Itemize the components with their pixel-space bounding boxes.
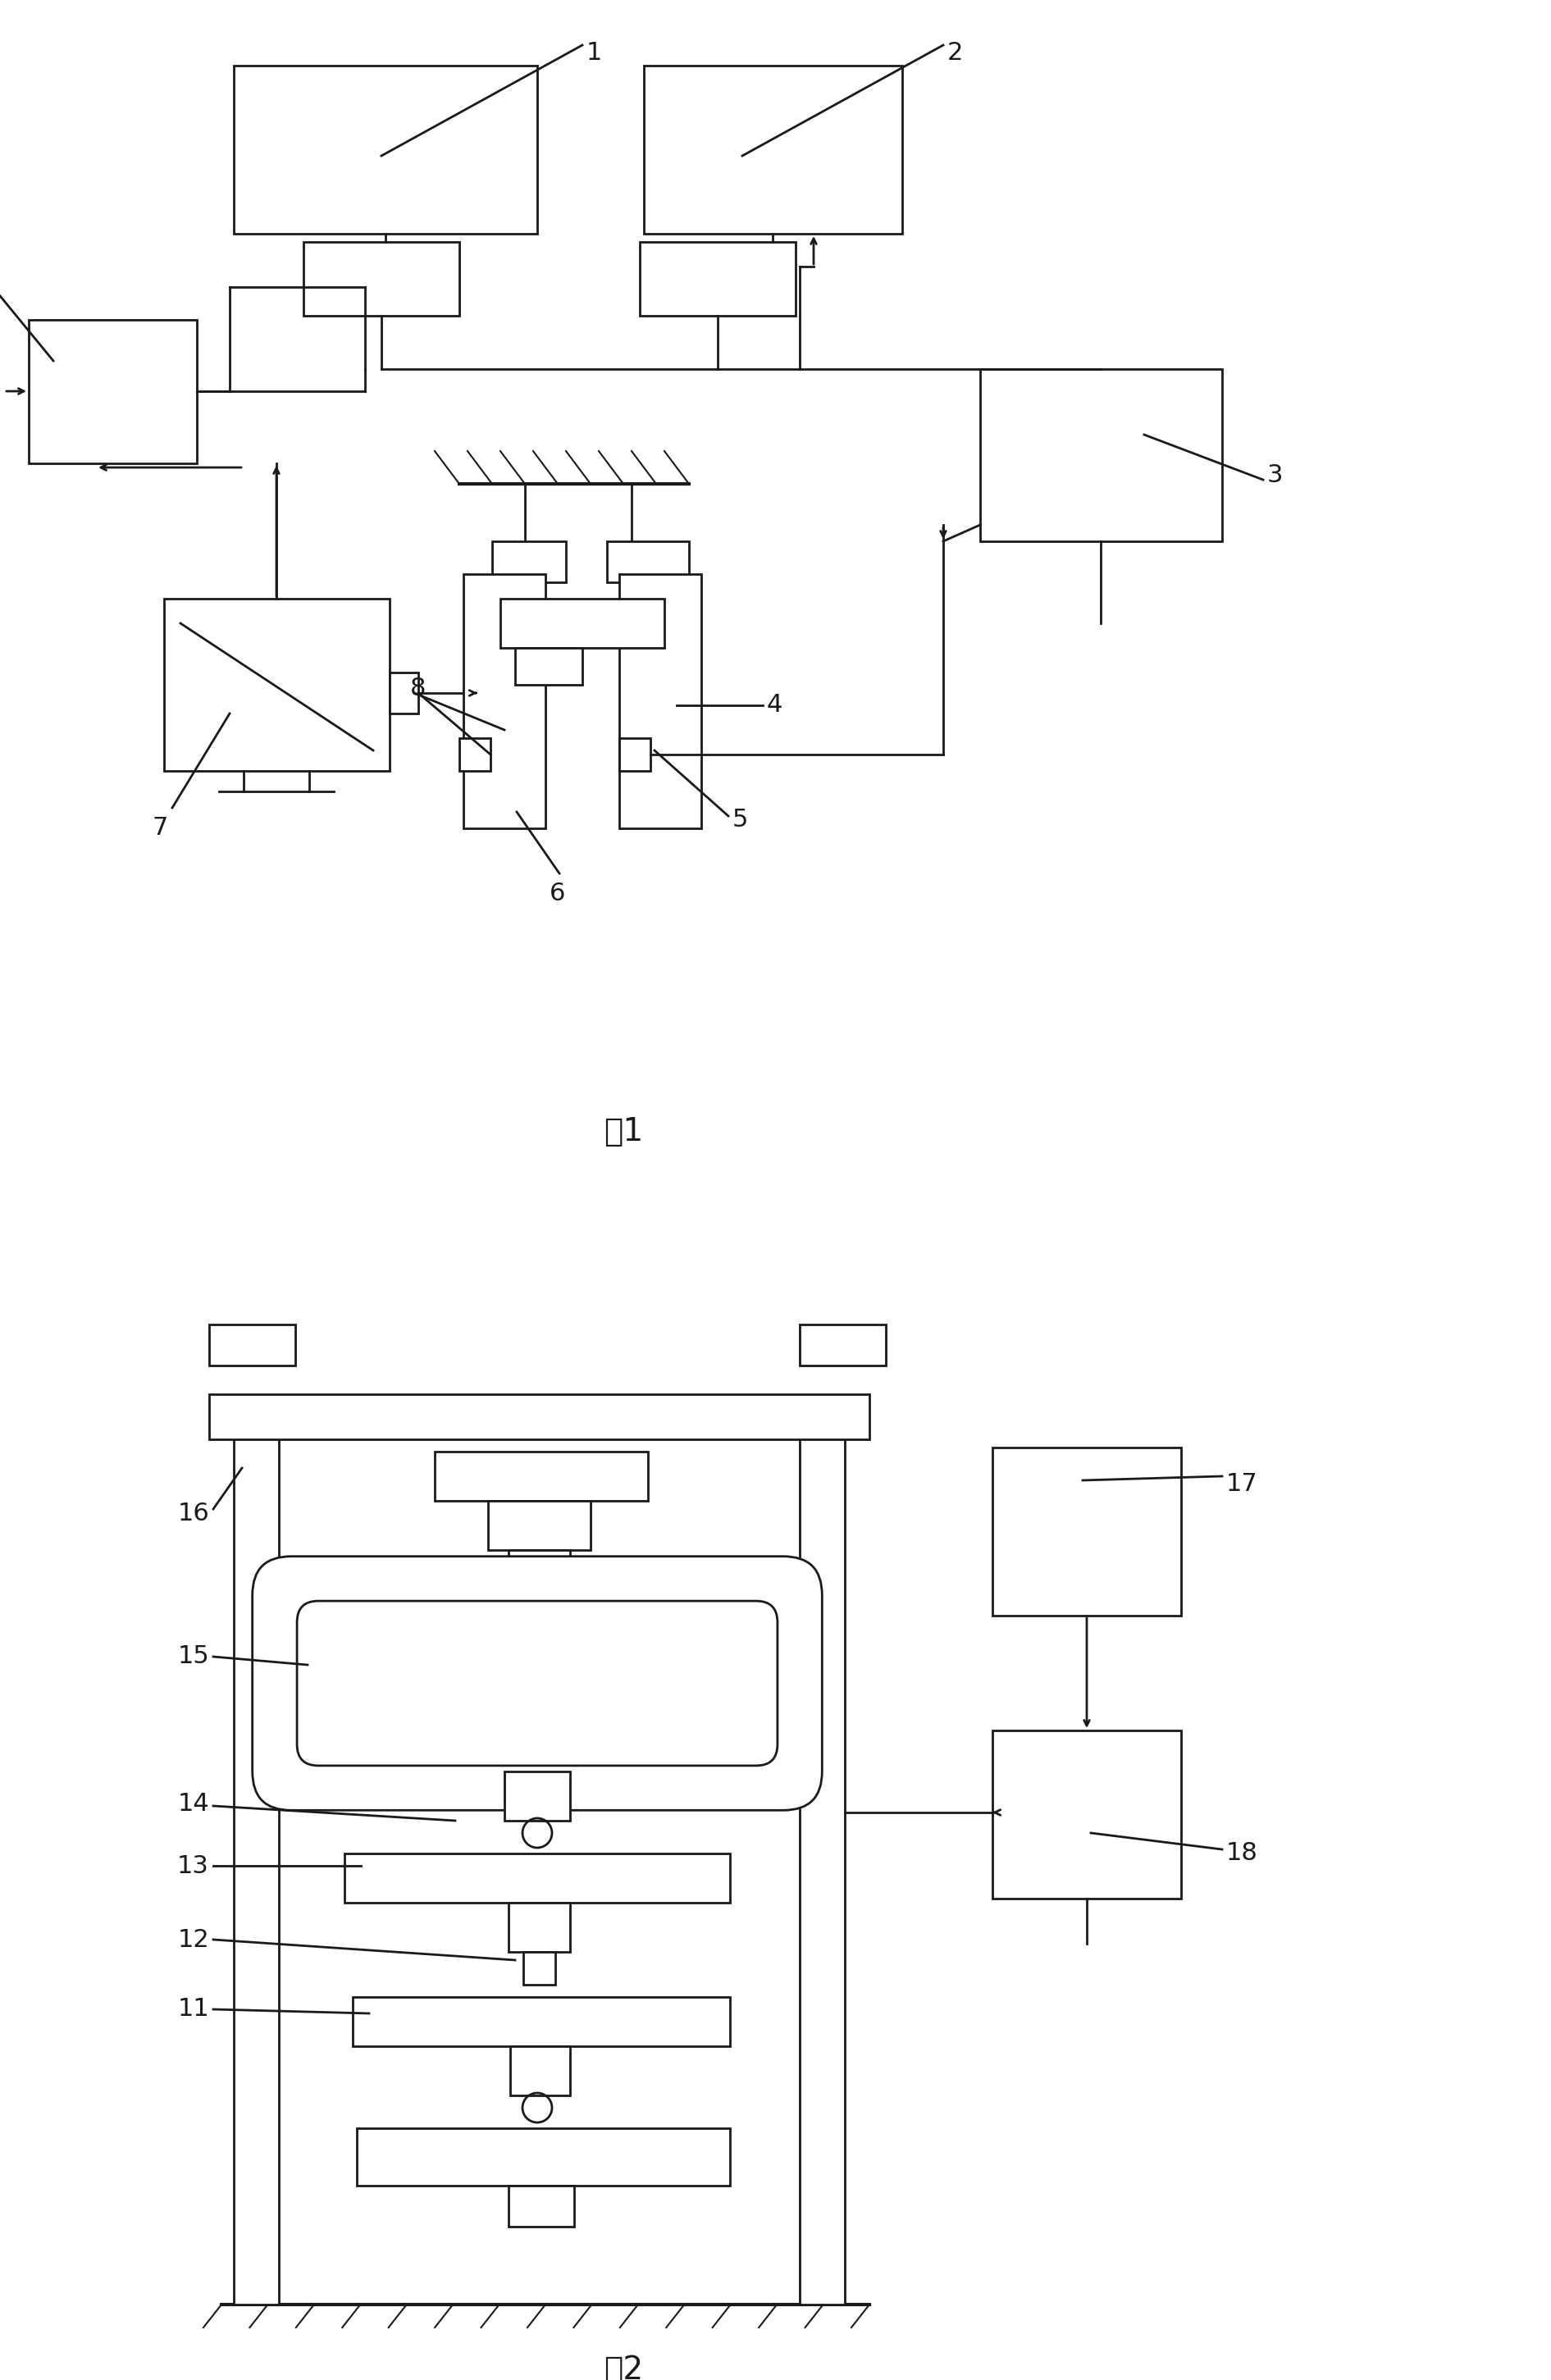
Bar [800, 1326, 886, 1366]
Bar [619, 574, 701, 828]
Text: 15: 15 [177, 1645, 209, 1668]
Bar [606, 540, 689, 583]
Bar [344, 1854, 731, 1902]
Bar [434, 1452, 648, 1502]
Text: 1: 1 [586, 40, 602, 64]
Bar [492, 540, 566, 583]
Text: 14: 14 [177, 1792, 209, 1816]
Bar [209, 1395, 870, 1440]
Bar [464, 574, 546, 828]
Bar [515, 647, 582, 685]
Bar [164, 600, 389, 771]
FancyBboxPatch shape [253, 1557, 822, 1811]
Bar [29, 319, 197, 464]
Bar [993, 1730, 1182, 1899]
Text: 4: 4 [766, 693, 783, 716]
FancyBboxPatch shape [296, 1602, 777, 1766]
Text: 6: 6 [549, 881, 566, 904]
Text: 8: 8 [409, 676, 427, 700]
Bar [639, 243, 796, 317]
Bar [509, 1902, 571, 1952]
Bar [800, 1402, 845, 2304]
Bar [504, 1771, 571, 1821]
Bar [304, 243, 459, 317]
Text: 5: 5 [732, 809, 748, 833]
Text: 3: 3 [1267, 464, 1283, 488]
Bar [510, 2047, 571, 2094]
Bar [357, 2128, 731, 2185]
Bar [234, 1402, 279, 2304]
Text: 16: 16 [177, 1502, 209, 1526]
Bar [459, 738, 490, 771]
Bar [523, 1952, 555, 1985]
Text: 2: 2 [948, 40, 963, 64]
Text: 17: 17 [1227, 1473, 1258, 1497]
Text: 13: 13 [177, 1854, 209, 1878]
Text: 12: 12 [177, 1928, 209, 1952]
Bar [209, 1326, 295, 1366]
Bar [389, 674, 419, 714]
Bar [619, 738, 650, 771]
Text: 图1: 图1 [603, 1116, 644, 1147]
Text: 图2: 图2 [603, 2354, 644, 2380]
Bar [509, 1549, 571, 1587]
Text: 11: 11 [177, 1997, 209, 2021]
Bar [352, 1997, 731, 2047]
Bar [234, 67, 537, 233]
Bar [644, 67, 903, 233]
Bar [993, 1447, 1182, 1616]
Text: 18: 18 [1227, 1842, 1258, 1866]
Bar [501, 600, 664, 647]
Text: 7: 7 [152, 816, 168, 840]
Bar [980, 369, 1222, 540]
Bar [509, 2185, 574, 2228]
Bar [489, 1502, 591, 1549]
